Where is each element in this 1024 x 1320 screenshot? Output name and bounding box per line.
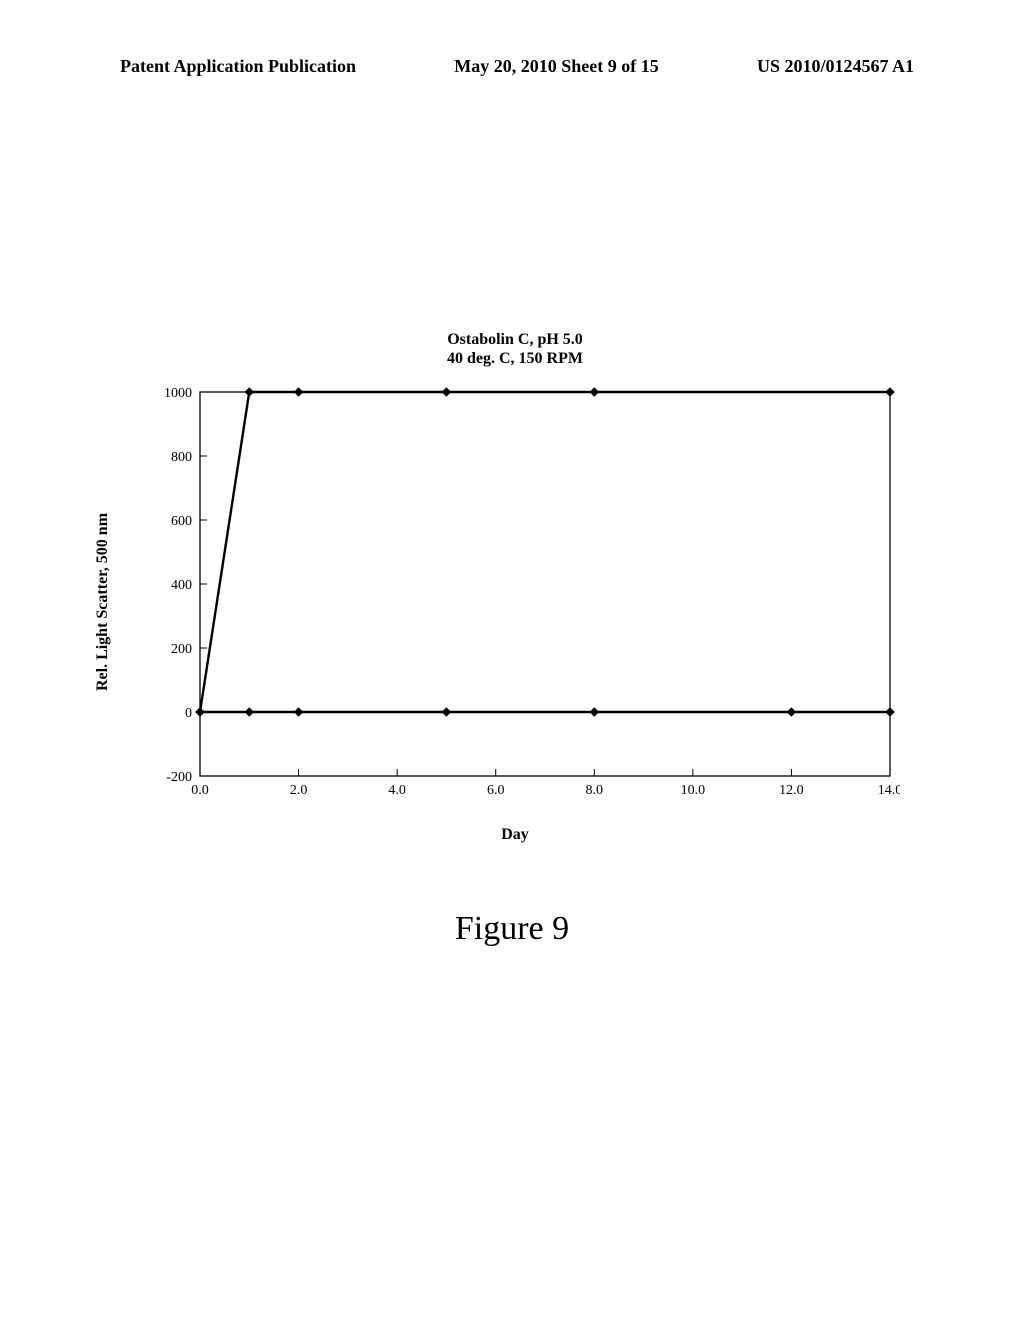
chart-title-line2: 40 deg. C, 150 RPM (447, 350, 583, 367)
svg-text:10.0: 10.0 (681, 783, 706, 798)
svg-text:12.0: 12.0 (779, 783, 804, 798)
chart-ylabel: Rel. Light Scatter, 500 nm (94, 513, 112, 691)
svg-text:6.0: 6.0 (487, 783, 505, 798)
svg-text:0: 0 (185, 706, 192, 721)
svg-text:1000: 1000 (164, 386, 192, 401)
chart-svg: -200 0 200 400 600 800 1000 0.0 2.0 4.0 6.0 8.0 10.0… (130, 382, 900, 822)
svg-text:8.0: 8.0 (586, 783, 604, 798)
svg-text:2.0: 2.0 (290, 783, 308, 798)
svg-text:200: 200 (171, 642, 192, 657)
svg-text:400: 400 (171, 578, 192, 593)
svg-text:14.0: 14.0 (878, 783, 900, 798)
chart-container: Ostabolin C, pH 5.0 40 deg. C, 150 RPM R… (130, 330, 900, 844)
header-center: May 20, 2010 Sheet 9 of 15 (454, 56, 658, 77)
header-right: US 2010/0124567 A1 (757, 56, 914, 77)
chart-xlabel: Day (130, 826, 900, 844)
figure-label: Figure 9 (0, 910, 1024, 948)
chart-title-line1: Ostabolin C, pH 5.0 (447, 331, 583, 348)
chart-plot-area: Rel. Light Scatter, 500 nm -200020040060… (130, 382, 900, 822)
svg-text:800: 800 (171, 450, 192, 465)
svg-text:4.0: 4.0 (388, 783, 406, 798)
page-header: Patent Application Publication May 20, 2… (0, 56, 1024, 77)
svg-text:0.0: 0.0 (191, 783, 209, 798)
svg-text:600: 600 (171, 514, 192, 529)
header-left: Patent Application Publication (120, 56, 356, 77)
chart-title: Ostabolin C, pH 5.0 40 deg. C, 150 RPM (130, 330, 900, 368)
svg-text:-200: -200 (166, 770, 192, 785)
